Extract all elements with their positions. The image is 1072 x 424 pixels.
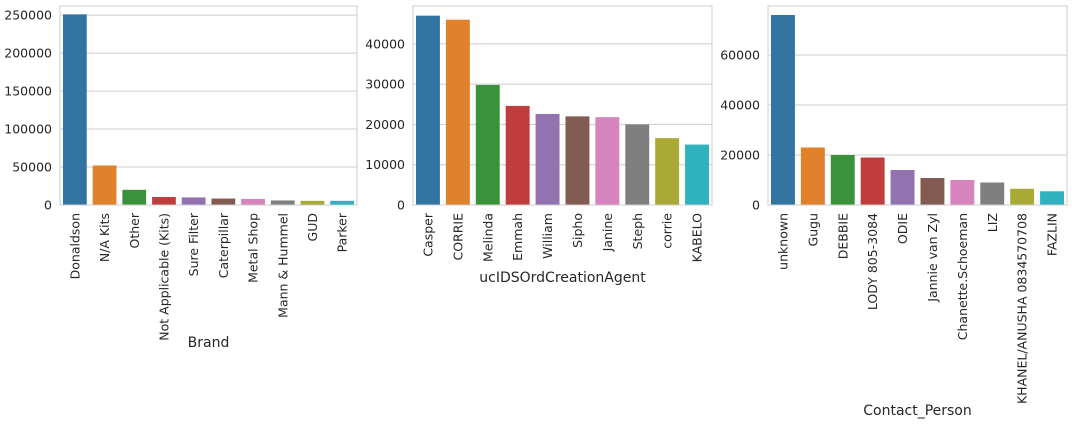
y-tick-label: 20000 bbox=[720, 148, 760, 163]
bar-gugu bbox=[800, 147, 825, 205]
x-tick-label: Melinda bbox=[480, 213, 495, 262]
bar-casper bbox=[415, 15, 440, 206]
x-tick-label: Parker bbox=[335, 212, 350, 252]
x-tick-label: Not Applicable (Kits) bbox=[156, 213, 171, 341]
x-tick-label: KABELO bbox=[690, 213, 705, 263]
bar-parker bbox=[330, 200, 355, 205]
x-tick-label: N/A Kits bbox=[97, 213, 112, 262]
x-tick-label: Donaldson bbox=[67, 213, 82, 279]
bar-sipho bbox=[565, 116, 590, 205]
x-tick-label: corrie bbox=[660, 213, 675, 249]
bar-chanette-schoeman bbox=[950, 180, 975, 205]
y-tick-label: 60000 bbox=[720, 48, 760, 63]
brand-chart-panel: 0 50000 100000 150000 200000 250000 Donaldson N… bbox=[4, 5, 358, 351]
bar-caterpillar bbox=[211, 198, 236, 205]
y-tick-label: 100000 bbox=[4, 122, 52, 137]
y-tick-label: 0 bbox=[44, 198, 52, 213]
y-tick-label: 150000 bbox=[4, 84, 52, 99]
y-tick-label: 40000 bbox=[720, 98, 760, 113]
x-tick-label: Janine bbox=[600, 213, 615, 253]
bar-melinda bbox=[475, 84, 500, 205]
x-tick-label: DEBBIE bbox=[835, 213, 850, 259]
axes-frame bbox=[767, 5, 1068, 206]
bar-jannie-van-zyl bbox=[920, 178, 945, 205]
y-tick-label: 200000 bbox=[4, 46, 52, 61]
x-tick-label: Steph bbox=[630, 213, 645, 249]
bar-donaldson bbox=[62, 14, 87, 205]
x-tick-label: Caterpillar bbox=[216, 212, 231, 278]
bar-william bbox=[535, 113, 560, 205]
y-tick-label: 10000 bbox=[365, 157, 405, 172]
y-tick-label: 250000 bbox=[4, 8, 52, 23]
bar-emmah bbox=[505, 105, 530, 205]
x-tick-label: LODY 805-3084 bbox=[865, 213, 880, 310]
contact-person-chart-panel: 0 20000 40000 60000 unknown Gugu DEBBIE LODY 80… bbox=[720, 5, 1068, 419]
bar-n-a-kits bbox=[92, 165, 117, 205]
bar-corrie bbox=[445, 19, 470, 206]
x-tick-label: FAZLIN bbox=[1045, 213, 1060, 256]
x-tick-label: LIZ bbox=[985, 213, 1000, 232]
y-tick-label: 30000 bbox=[365, 77, 405, 92]
bar-lody-805-3084 bbox=[860, 157, 885, 205]
x-tick-label: William bbox=[540, 213, 555, 259]
x-axis-label: ucIDSOrdCreationAgent bbox=[479, 270, 646, 286]
x-tick-label: Sure Filter bbox=[186, 212, 201, 276]
bar-mann-hummel bbox=[270, 200, 295, 205]
x-tick-label: Jannie van Zyl bbox=[925, 213, 940, 303]
bar-sure-filter bbox=[181, 197, 206, 205]
x-tick-label: Chanette.Schoeman bbox=[955, 213, 970, 340]
bar-debbie bbox=[830, 155, 855, 205]
x-tick-label: KHANEL/ANUSHA 0834570708 bbox=[1015, 213, 1030, 404]
axes-frame bbox=[59, 5, 358, 206]
bar-fazlin bbox=[1040, 191, 1065, 205]
axes-frame bbox=[412, 5, 713, 206]
x-tick-label: Gugu bbox=[805, 213, 820, 246]
x-tick-label: Other bbox=[127, 212, 142, 248]
bar-kabelo bbox=[685, 144, 710, 205]
bar-metal-shop bbox=[241, 198, 265, 205]
y-tick-label: 50000 bbox=[12, 160, 52, 175]
y-tick-label: 0 bbox=[752, 198, 760, 213]
bar-liz bbox=[980, 182, 1005, 205]
y-tick-label: 0 bbox=[397, 198, 405, 213]
x-tick-label: Metal Shop bbox=[246, 213, 261, 283]
y-tick-label: 20000 bbox=[365, 117, 405, 132]
x-tick-label: CORRIE bbox=[450, 213, 465, 261]
bar-not-applicable-kits bbox=[152, 197, 176, 205]
bar-steph bbox=[625, 124, 650, 205]
bar-unknown bbox=[770, 15, 795, 205]
bar-odie bbox=[890, 170, 915, 205]
x-tick-label: ODIE bbox=[895, 213, 910, 244]
bar-other bbox=[122, 189, 147, 205]
agent-chart-panel: 0 10000 20000 30000 40000 Casper CORRIE Melinda… bbox=[365, 5, 713, 286]
x-axis-label: Contact_Person bbox=[863, 403, 972, 419]
x-tick-label: unknown bbox=[775, 213, 790, 270]
x-tick-label: Emmah bbox=[510, 213, 525, 261]
x-tick-label: Sipho bbox=[570, 213, 585, 248]
x-axis-label: Brand bbox=[188, 335, 230, 351]
x-tick-label: Casper bbox=[420, 212, 435, 257]
x-tick-label: GUD bbox=[305, 213, 320, 241]
x-tick-label: Mann & Hummel bbox=[275, 213, 290, 318]
bar-corrie bbox=[655, 138, 680, 205]
bar-gud bbox=[300, 200, 325, 205]
y-tick-label: 40000 bbox=[365, 36, 405, 51]
bar-khanel-anusha-0834570708 bbox=[1010, 188, 1035, 205]
bar-janine bbox=[595, 117, 620, 205]
